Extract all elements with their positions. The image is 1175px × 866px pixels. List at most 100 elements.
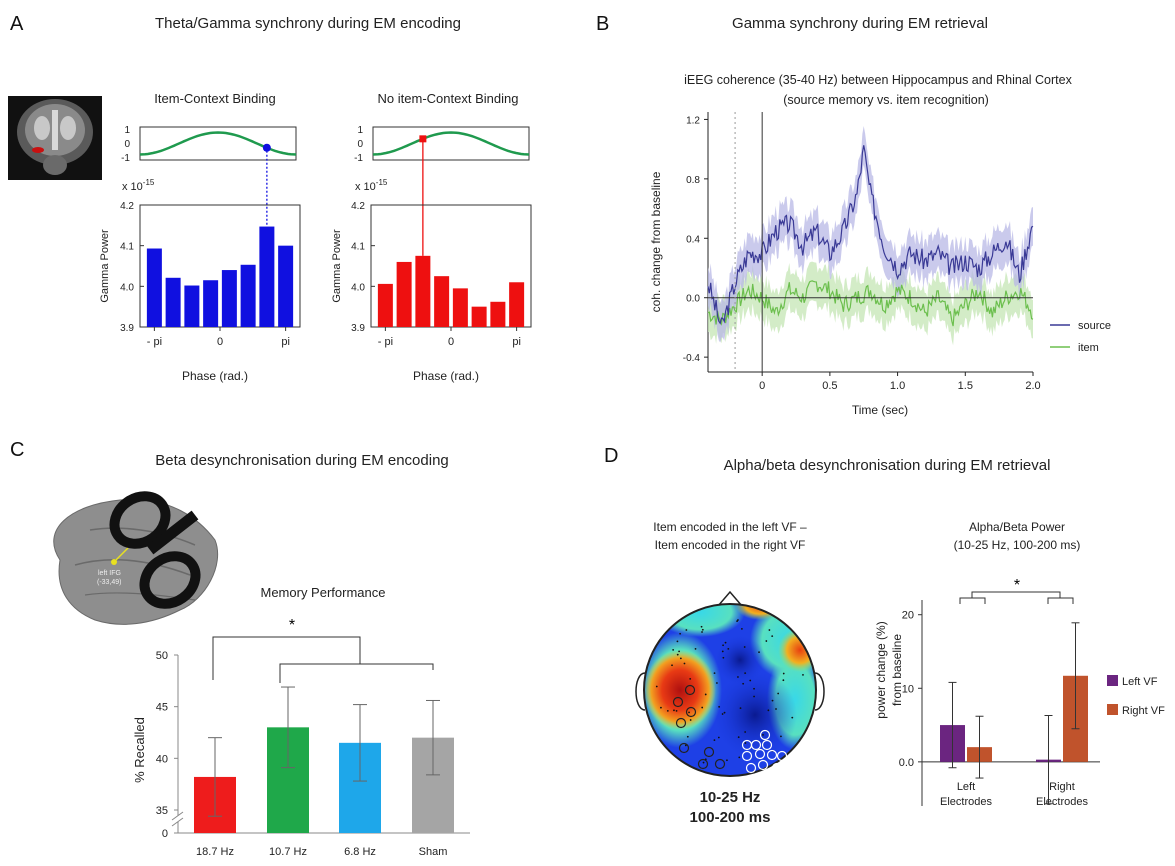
electrode-dot [676, 653, 679, 656]
electrode-dot [694, 647, 697, 650]
chart-b-xlabel: Time (sec) [852, 403, 908, 417]
gamma-bar [509, 282, 525, 327]
electrode-dot [660, 706, 662, 709]
electrode-dot [768, 629, 771, 631]
chart-a2-sine-tick-neg1: -1 [354, 153, 363, 164]
electrode-dot [726, 759, 728, 762]
chart-a1-xlabel: Phase (rad.) [182, 369, 248, 383]
topo-label-2: 100-200 ms [690, 809, 771, 826]
category-label: Right [1049, 781, 1075, 793]
electrode-dot [684, 744, 687, 747]
electrode-dot [704, 693, 707, 696]
legend-swatch [1107, 675, 1118, 686]
chart-a1-phase-marker [262, 143, 271, 152]
electrode-dot [721, 650, 724, 653]
gamma-bar [471, 306, 487, 327]
electrode-dot [701, 628, 704, 631]
electrode-dot [738, 756, 741, 759]
x-tick-label: - pi [378, 336, 393, 348]
electrode-dot [722, 644, 724, 647]
y-tick-label: 4.0 [351, 282, 365, 293]
y-tick-label: 3.9 [120, 323, 134, 334]
left-electrode-marker [714, 758, 726, 770]
gamma-bar [221, 270, 237, 327]
electrode-dots [655, 619, 804, 764]
legend-label: Left VF [1122, 676, 1158, 688]
right-electrode-marker [766, 749, 778, 761]
electrode-dot [685, 629, 688, 631]
chart-a1-axes: 3.9 4.0 4.1 4.2 - pi 0 pi [120, 201, 301, 348]
panel-b-title: Gamma synchrony during EM retrieval [732, 15, 988, 32]
chart-a1: Item-Context Binding 1 0 -1 x 10-15 3.9 4… [99, 91, 301, 383]
electrode-dot [791, 716, 794, 719]
topo-title-2: Item encoded in the right VF [655, 538, 806, 552]
electrode-dot [678, 650, 680, 653]
topographic-map: 10-25 Hz 100-200 ms [635, 590, 825, 826]
topo-title-1: Item encoded in the left VF – [653, 520, 807, 534]
axis-break-mark [171, 811, 184, 821]
brain-label-1: left IFG [98, 570, 121, 577]
gamma-bar [452, 288, 468, 327]
electrode-dot [740, 627, 743, 630]
electrode-dot [713, 672, 716, 675]
x-tick-label: 0 [448, 336, 454, 348]
chart-d-title-1: Alpha/Beta Power [969, 520, 1065, 534]
left-electrode-marker [684, 684, 696, 696]
left-electrode-marker [672, 696, 684, 708]
category-label: Left [957, 781, 975, 793]
x-tick-label: 0 [217, 336, 223, 348]
electrode-dot [739, 707, 742, 709]
panel-c-letter: C [10, 439, 24, 461]
right-electrode-marker [759, 729, 771, 741]
x-tick-label: 1.5 [958, 380, 973, 392]
electrode-dot [675, 709, 678, 712]
electrode-dot [771, 699, 774, 702]
electrode-dot [737, 619, 739, 621]
electrode-dot [655, 685, 658, 688]
y-tick-label: 4.2 [351, 201, 365, 212]
electrode-dot [666, 709, 669, 712]
y-tick-label: 4.0 [120, 282, 134, 293]
electrode-dot [701, 631, 703, 633]
electrode-dot [689, 719, 692, 721]
electrode-dot [737, 676, 739, 678]
y-tick-label: 0.0 [686, 294, 700, 305]
electrode-dot [702, 761, 705, 764]
significance-bracket [212, 636, 361, 680]
x-tick-label: pi [281, 336, 290, 348]
y-tick-label: 50 [156, 650, 168, 662]
electrode-dot [718, 705, 721, 708]
chart-b: -0.4 0.0 0.4 0.8 1.2 0 0.5 1.0 1.5 2.0 source item [683, 112, 1111, 392]
electrode-dot [749, 679, 752, 682]
panel-d-title: Alpha/beta desynchronisation during EM r… [724, 457, 1051, 474]
electrode-dot [672, 648, 675, 651]
right-electrode-marker [761, 739, 773, 751]
category-label: Electrodes [1036, 796, 1088, 808]
category-label: Sham [419, 846, 448, 858]
category-label: 6.8 Hz [344, 846, 376, 858]
chart-a2-sine-frame [372, 126, 530, 161]
significance-bracket [279, 663, 434, 683]
chart-a2-sine-tick-1: 1 [357, 125, 363, 136]
electrode-circles [672, 684, 788, 784]
gamma-bar [278, 245, 294, 327]
legend-label: Right VF [1122, 705, 1165, 717]
panel-b-letter: B [596, 13, 609, 35]
chart-a1-sine-wave [139, 131, 297, 156]
gamma-bar [377, 283, 393, 327]
x-tick-label: pi [512, 336, 521, 348]
y-tick-label: 1.2 [686, 115, 700, 126]
significance-bracket [959, 591, 1074, 604]
electrode-dot [701, 706, 704, 709]
left-electrode-marker [703, 746, 715, 758]
chart-a1-sine-tick-1: 1 [124, 125, 130, 136]
panel-a: A Theta/Gamma synchrony during EM encodi… [8, 13, 532, 383]
chart-a2-axes: 3.9 4.0 4.1 4.2 - pi 0 pi [351, 201, 532, 348]
significance-star: * [1014, 577, 1020, 594]
electrode-dot [713, 739, 716, 742]
chart-a1-ylabel: Gamma Power [99, 229, 111, 303]
y-tick-label: 0 [162, 828, 168, 840]
electrode-dot [765, 640, 768, 642]
chart-d-ylabel-1: power change (%) [874, 621, 888, 718]
chart-a1-sine-tick-0: 0 [124, 139, 130, 150]
